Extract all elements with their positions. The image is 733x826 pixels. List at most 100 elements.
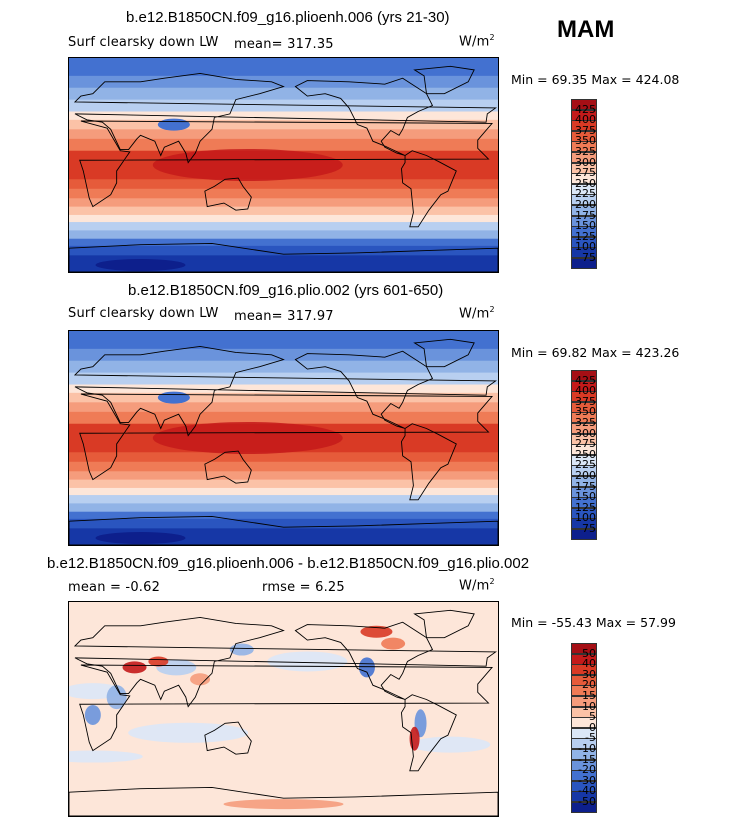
coastline xyxy=(204,721,252,755)
colorbar-tick-label: 425 xyxy=(575,102,596,116)
colorbar-swatch xyxy=(571,465,597,477)
panel2-variable: Surf clearsky down LW xyxy=(68,306,219,321)
colorbar-tick-label: 225 xyxy=(575,187,596,201)
panel3-minmax: Min = -55.43 Max = 57.99 xyxy=(511,615,676,630)
colorbar-swatch xyxy=(571,173,597,185)
colorbar-tick-label: -50 xyxy=(578,795,596,808)
panel1-minmax: Min = 69.35 Max = 424.08 xyxy=(511,72,680,87)
colorbar-tick-label: -10 xyxy=(578,742,596,755)
colorbar-tick-label: 200 xyxy=(575,198,596,211)
colorbar-swatch xyxy=(571,497,597,509)
colorbar-swatch xyxy=(571,507,597,519)
colorbar-tick-label: 350 xyxy=(575,134,596,148)
colorbar-tick-label: 10 xyxy=(582,699,596,713)
colorbar-swatch xyxy=(571,486,597,498)
colorbar-tick-label: 75 xyxy=(582,251,596,264)
colorbar-tick-label: 250 xyxy=(575,447,596,461)
colorbar-swatch xyxy=(571,643,597,655)
colorbar-tick-label: -15 xyxy=(578,752,596,766)
colorbar-swatch xyxy=(571,141,597,153)
colorbar-swatch xyxy=(571,674,597,686)
colorbar-swatch xyxy=(571,162,597,174)
colorbar-tick-label: 350 xyxy=(575,405,596,419)
colorbar-swatch xyxy=(571,109,597,121)
colorbar-tick-label: 5 xyxy=(589,710,596,724)
colorbar-swatch xyxy=(571,380,597,392)
colorbar-swatch xyxy=(571,433,597,445)
colorbar-tick-label: 325 xyxy=(575,145,596,158)
colorbar-swatch xyxy=(571,685,597,697)
colorbar-swatch xyxy=(571,444,597,456)
panel3-units: W/m2 xyxy=(459,577,495,594)
panel1-mean: mean= 317.35 xyxy=(234,37,334,52)
colorbar-tick-label: 175 xyxy=(575,208,596,222)
colorbar-swatch xyxy=(571,770,597,782)
panel2-map xyxy=(68,330,499,546)
colorbar-tick-label: 300 xyxy=(575,155,596,169)
colorbar-tick-label: 0 xyxy=(589,720,596,734)
colorbar-swatch xyxy=(571,215,597,227)
coastline xyxy=(413,65,475,95)
colorbar-swatch xyxy=(571,696,597,708)
coastline xyxy=(413,609,475,639)
colorbar-tick-label: 30 xyxy=(582,667,596,681)
colorbar-swatch xyxy=(571,183,597,195)
colorbar-swatch xyxy=(571,706,597,718)
panel1-variable: Surf clearsky down LW xyxy=(68,35,219,50)
colorbar-swatch xyxy=(571,99,597,111)
panel2-minmax: Min = 69.82 Max = 423.26 xyxy=(511,345,680,360)
coastline xyxy=(69,787,498,816)
colorbar-tick-label: 15 xyxy=(582,689,596,702)
coastline xyxy=(79,120,494,208)
coastline xyxy=(73,73,497,164)
colorbar-tick-label: 325 xyxy=(575,416,596,429)
colorbar-tick-label: -30 xyxy=(578,773,596,787)
colorbar-tick-label: 375 xyxy=(575,394,596,408)
colorbar-tick-label: -40 xyxy=(578,784,596,798)
colorbar-swatch xyxy=(571,529,597,541)
panel1-map xyxy=(68,57,499,273)
colorbar-swatch xyxy=(571,412,597,424)
coastline xyxy=(204,177,252,211)
colorbar-swatch xyxy=(571,152,597,164)
colorbar-swatch xyxy=(571,194,597,206)
colorbar-swatch xyxy=(571,205,597,217)
colorbar-tick-label: -20 xyxy=(578,763,596,777)
panel3-map xyxy=(68,601,499,817)
colorbar-tick-label: 300 xyxy=(575,426,596,440)
colorbar-tick-label: 175 xyxy=(575,479,596,493)
colorbar-swatch xyxy=(571,653,597,665)
panel2-mean: mean= 317.97 xyxy=(234,309,334,324)
colorbar-tick-label: 125 xyxy=(575,500,596,514)
coastline xyxy=(73,617,497,708)
season-label: MAM xyxy=(557,16,615,43)
colorbar-tick-label: 425 xyxy=(575,373,596,387)
colorbar-swatch xyxy=(571,130,597,142)
coastline xyxy=(69,243,498,272)
colorbar-swatch xyxy=(571,749,597,761)
colorbar-tick-label: 125 xyxy=(575,229,596,243)
colorbar-tick-label: -5 xyxy=(585,731,596,745)
coastline xyxy=(79,664,494,752)
colorbar-swatch xyxy=(571,401,597,413)
colorbar-swatch xyxy=(571,236,597,248)
colorbar-swatch xyxy=(571,476,597,488)
colorbar-tick-label: 400 xyxy=(575,113,596,127)
panel2-units: W/m2 xyxy=(459,305,495,322)
colorbar-swatch xyxy=(571,120,597,132)
colorbar-swatch xyxy=(571,791,597,803)
colorbar-swatch xyxy=(571,423,597,435)
colorbar-swatch xyxy=(571,518,597,530)
coastline xyxy=(294,350,434,429)
coastline xyxy=(79,393,494,481)
panel1-units: W/m2 xyxy=(459,33,495,50)
coastline xyxy=(413,338,475,368)
panel1-title: b.e12.B1850CN.f09_g16.plioenh.006 (yrs 2… xyxy=(126,9,450,26)
colorbar-tick-label: 250 xyxy=(575,176,596,190)
colorbar-swatch xyxy=(571,802,597,814)
colorbar-tick-label: 225 xyxy=(575,458,596,472)
colorbar-tick-label: 150 xyxy=(575,219,596,233)
colorbar-swatch xyxy=(571,247,597,259)
colorbar-swatch xyxy=(571,717,597,729)
colorbar-tick-label: 40 xyxy=(582,657,596,671)
